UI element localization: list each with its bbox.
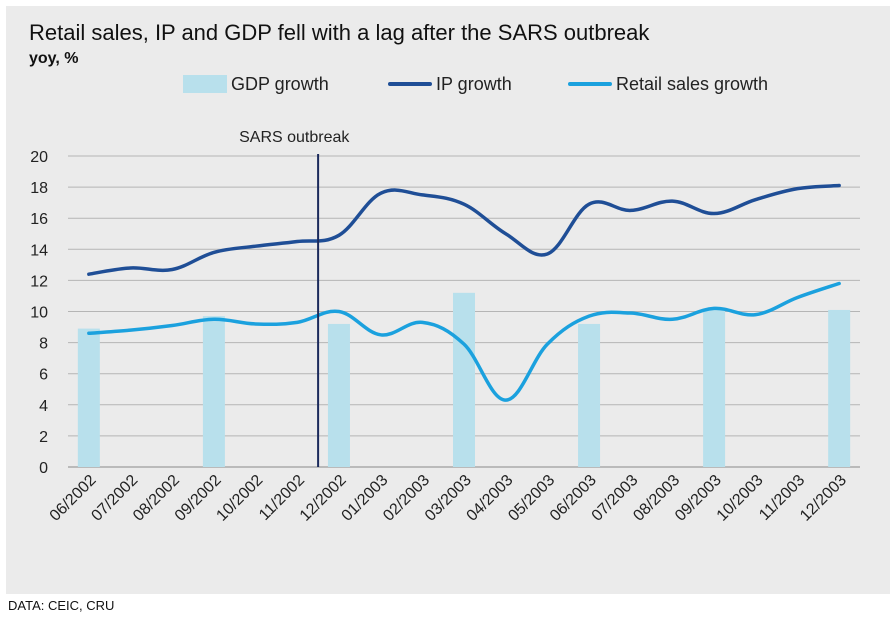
y-tick-label-2: 2 [39, 429, 48, 446]
chart-subtitle: yoy, % [29, 50, 79, 67]
line-ip-growth [87, 183, 841, 276]
legend: GDP growth IP growth Retail sales growth [0, 70, 895, 98]
bar-gdp-03-2003 [453, 292, 475, 467]
bar-gdp-09-2002 [202, 316, 225, 467]
bar-gdp-12-2003 [828, 309, 851, 467]
line-retail-sales-growth [87, 281, 841, 402]
legend-label-ip: IP growth [436, 73, 512, 94]
legend-label-gdp: GDP growth [231, 73, 329, 94]
legend-item-retail: Retail sales growth [568, 70, 768, 98]
y-tick-label-18: 18 [30, 180, 48, 197]
y-tick-label-6: 6 [39, 367, 48, 384]
legend-swatch-ip [388, 82, 432, 86]
legend-item-ip: IP growth [388, 70, 512, 98]
source-note: DATA: CEIC, CRU [8, 598, 115, 613]
y-tick-label-12: 12 [30, 273, 48, 290]
legend-label-retail: Retail sales growth [616, 73, 769, 94]
y-tick-label-4: 4 [39, 398, 48, 415]
x-tick-label-10-2003: 10/2003 [714, 472, 767, 525]
legend-item-gdp: GDP growth [183, 70, 329, 98]
chart-title: Retail sales, IP and GDP fell with a lag… [29, 20, 650, 45]
legend-swatch-retail [568, 82, 612, 86]
y-tick-label-8: 8 [39, 336, 48, 353]
x-tick-label-12-2003: 12/2003 [797, 472, 850, 525]
chart-panel [6, 6, 890, 594]
y-tick-label-14: 14 [30, 242, 48, 259]
bar-gdp-06-2003 [578, 323, 601, 467]
bar-gdp-09-2003 [703, 309, 726, 467]
y-tick-label-16: 16 [30, 211, 48, 228]
sars-outbreak-label: SARS outbreak [239, 129, 350, 146]
bar-gdp-06-2002 [77, 328, 100, 467]
y-tick-label-0: 0 [39, 460, 48, 477]
y-tick-label-10: 10 [30, 305, 48, 322]
bar-gdp-12-2002 [327, 323, 350, 467]
y-tick-label-20: 20 [30, 149, 48, 166]
legend-swatch-gdp [183, 75, 227, 93]
x-tick-label-10-2002: 10/2002 [213, 472, 266, 525]
